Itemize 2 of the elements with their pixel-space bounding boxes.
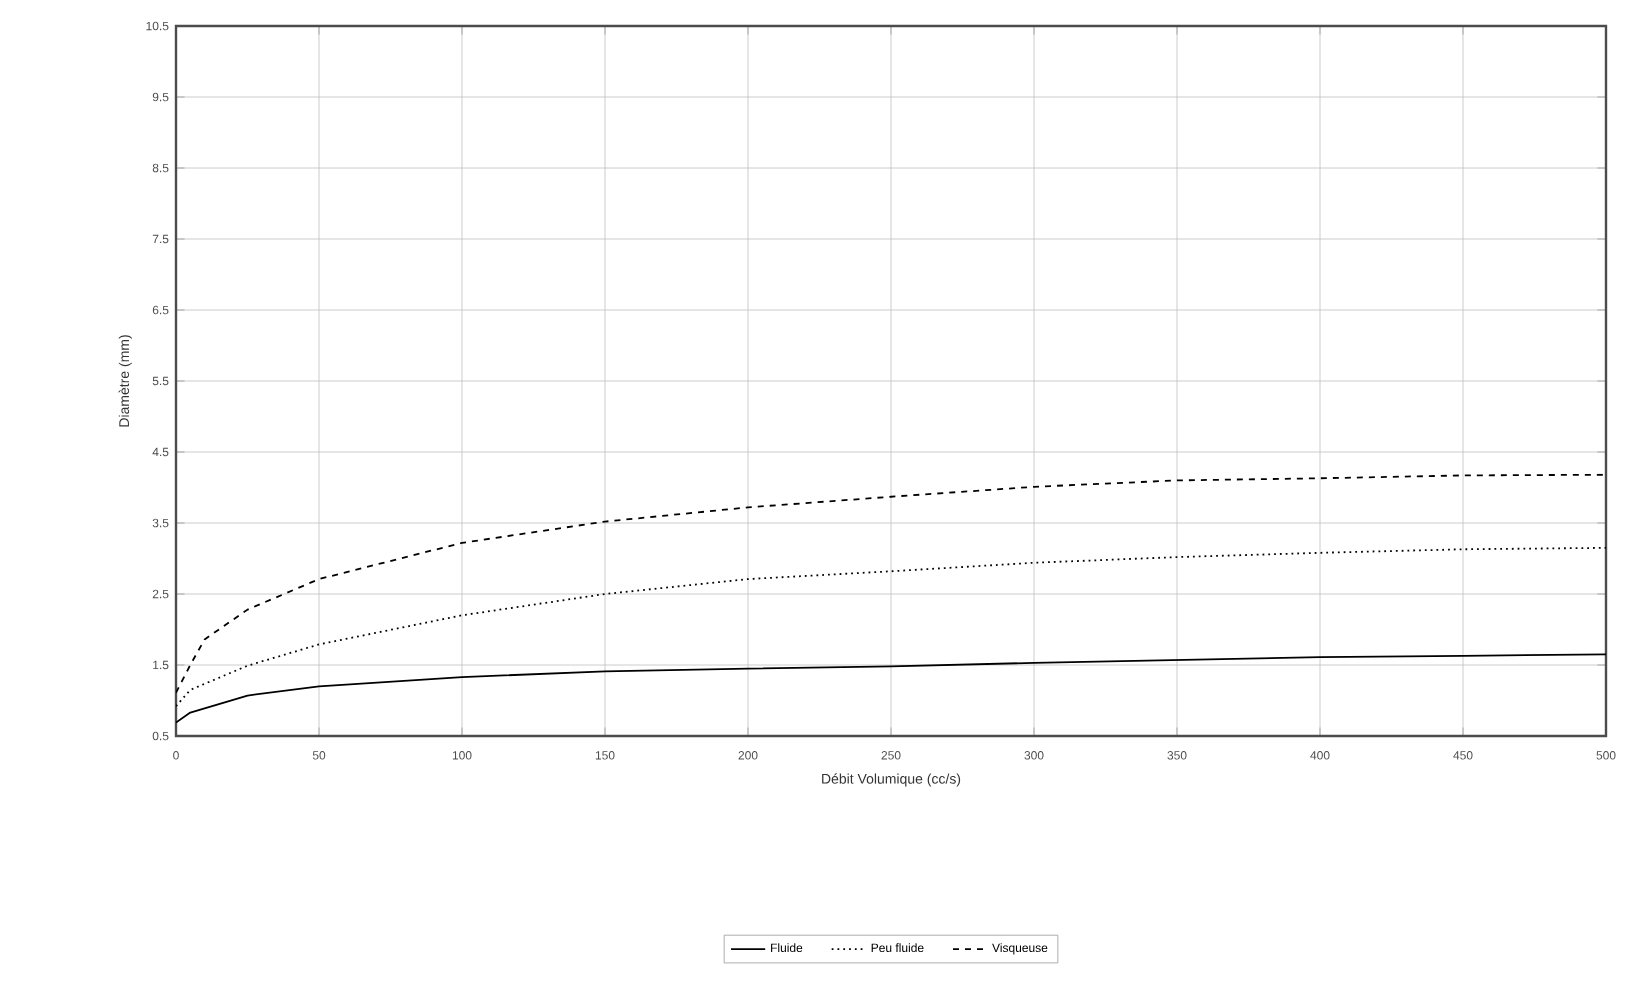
line-series [176, 546, 1606, 708]
line-series [176, 473, 1606, 694]
